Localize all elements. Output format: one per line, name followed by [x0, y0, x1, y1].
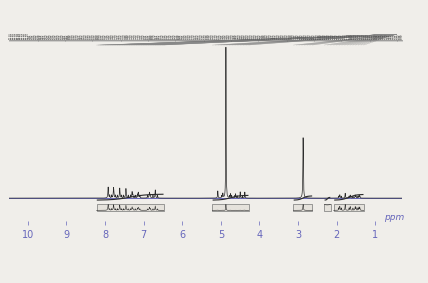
Bar	[212, 204, 249, 211]
Bar	[97, 204, 164, 211]
Bar	[294, 204, 312, 211]
Bar	[324, 204, 330, 211]
Text: ppm: ppm	[384, 213, 404, 222]
Bar	[333, 204, 364, 211]
